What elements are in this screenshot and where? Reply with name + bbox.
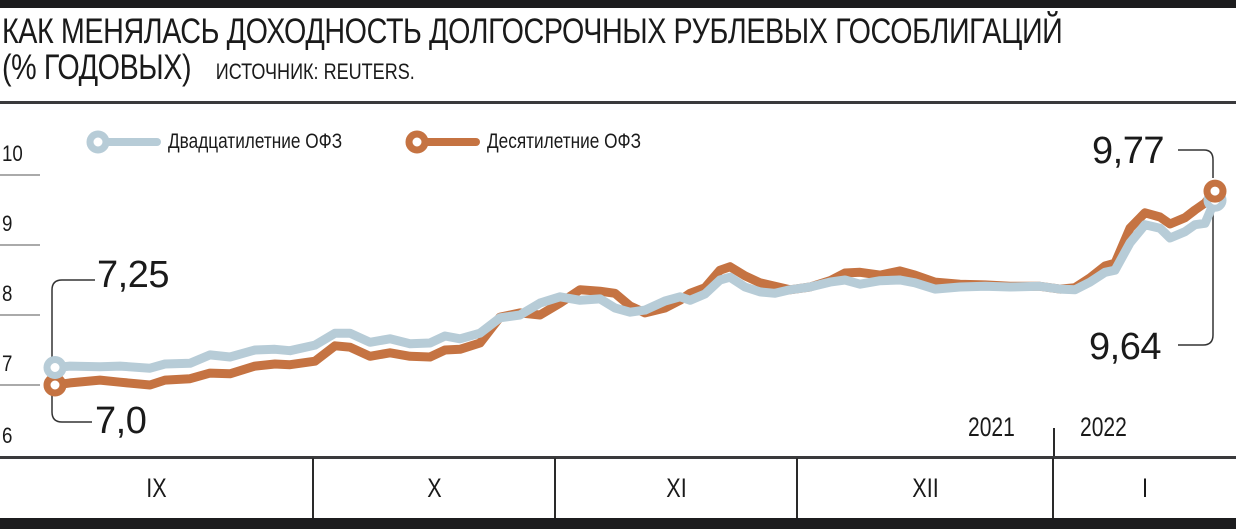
month-divider bbox=[1052, 458, 1054, 518]
year-label-2021: 2021 bbox=[968, 412, 1015, 442]
y-tick-10: 10 bbox=[2, 141, 23, 166]
callout-leader-start-20y bbox=[51, 279, 95, 366]
source-note: ИСТОЧНИК: REUTERS. bbox=[215, 59, 415, 84]
month-divider bbox=[312, 458, 314, 518]
bottom-rule bbox=[0, 518, 1236, 529]
year-divider bbox=[1053, 428, 1055, 458]
title-line-2: (% ГОДОВЫХ) ИСТОЧНИК: REUTERS. bbox=[2, 50, 1062, 90]
title-units: (% ГОДОВЫХ) bbox=[2, 48, 192, 87]
x-axis-rule bbox=[0, 456, 1236, 459]
callout-leader-start-10y bbox=[51, 384, 92, 423]
y-tick-8: 8 bbox=[2, 281, 13, 306]
month-label-jan: I bbox=[1141, 473, 1148, 503]
legend-swatch-10y bbox=[405, 130, 480, 154]
month-divider bbox=[796, 458, 798, 518]
title-line-1: КАК МЕНЯЛАСЬ ДОХОДНОСТЬ ДОЛГОСРОЧНЫХ РУБ… bbox=[2, 12, 1063, 51]
month-label-sep: IX bbox=[146, 473, 167, 503]
y-tick-6: 6 bbox=[2, 423, 13, 448]
y-tick-lines bbox=[0, 174, 40, 386]
callout-leader-end-10y bbox=[1178, 149, 1214, 178]
callout-end-10y: 9,77 bbox=[1092, 130, 1164, 172]
chart-title: КАК МЕНЯЛАСЬ ДОХОДНОСТЬ ДОЛГОСРОЧНЫХ РУБ… bbox=[2, 12, 1063, 90]
callout-start-10y: 7,0 bbox=[95, 400, 147, 442]
header-rule bbox=[0, 101, 1236, 104]
month-label-dec: XII bbox=[912, 473, 939, 503]
legend-swatch-20y bbox=[86, 130, 161, 154]
month-divider bbox=[554, 458, 556, 518]
year-label-2022: 2022 bbox=[1080, 412, 1127, 442]
top-rule bbox=[0, 0, 1236, 8]
legend-label-10y: Десятилетние ОФЗ bbox=[487, 130, 642, 153]
callout-start-20y: 7,25 bbox=[97, 254, 169, 296]
month-label-nov: XI bbox=[666, 473, 687, 503]
month-label-oct: X bbox=[427, 473, 442, 503]
callout-end-20y: 9,64 bbox=[1089, 326, 1161, 368]
legend-label-20y: Двадцатилетние ОФЗ bbox=[168, 130, 343, 153]
series-line-20y bbox=[54, 198, 1220, 373]
y-tick-9: 9 bbox=[2, 211, 13, 236]
callout-leader-end-20y bbox=[1178, 205, 1214, 346]
y-tick-7: 7 bbox=[2, 351, 13, 376]
series-endpoint-markers bbox=[43, 179, 1227, 397]
